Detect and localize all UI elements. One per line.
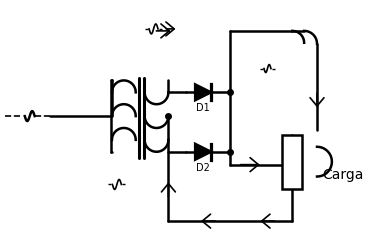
Text: D1: D1 [196, 103, 210, 113]
Text: D2: D2 [196, 163, 210, 173]
Bar [282, 135, 302, 190]
Text: Carga: Carga [322, 168, 363, 181]
Polygon shape [195, 144, 211, 160]
Polygon shape [195, 84, 211, 100]
